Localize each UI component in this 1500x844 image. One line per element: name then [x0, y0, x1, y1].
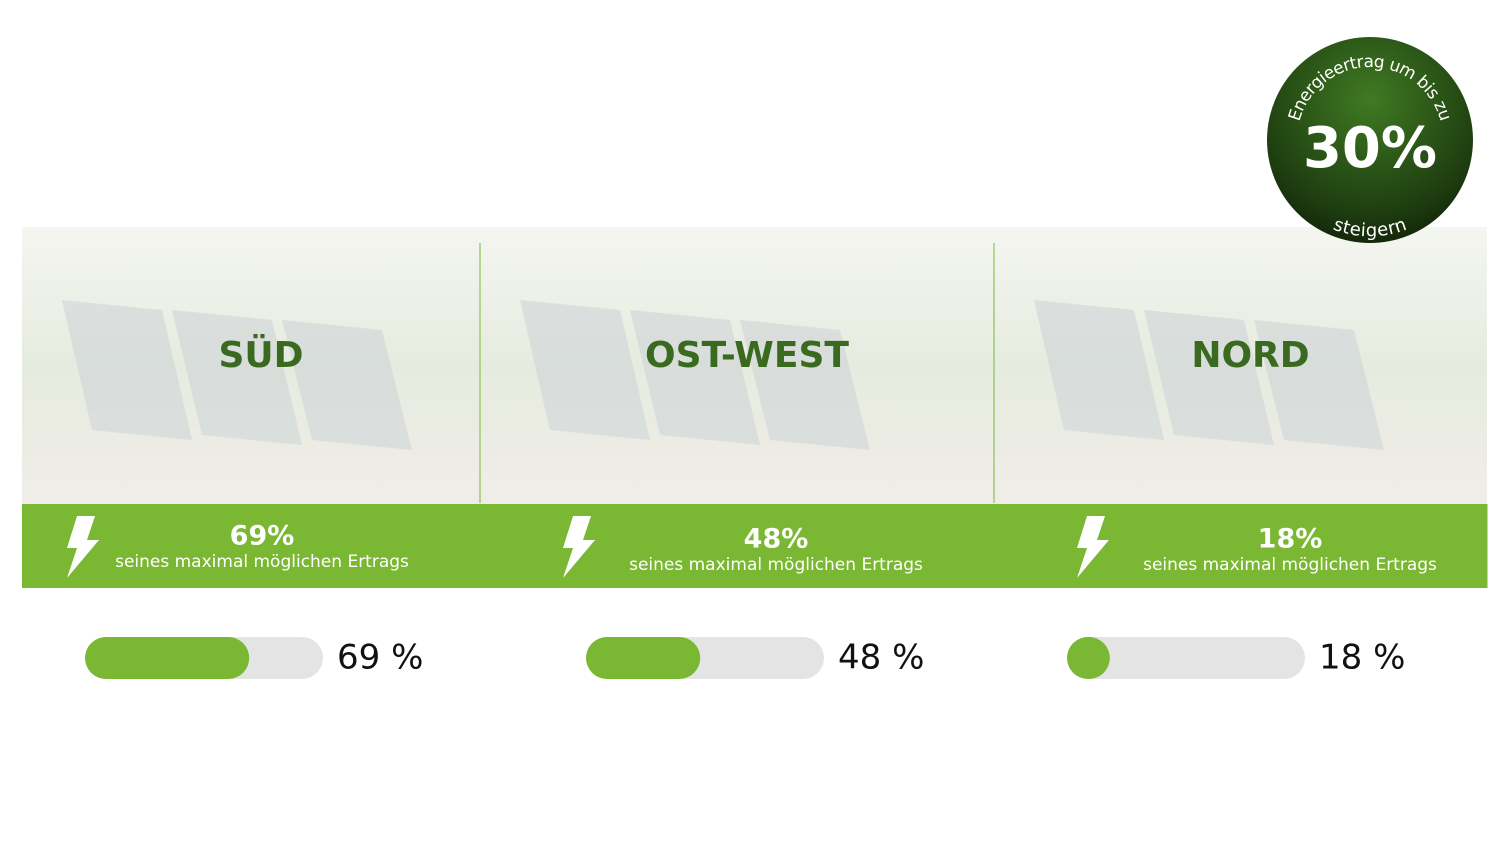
progress-label: 48 %: [838, 638, 924, 678]
panel-title: NORD: [1191, 335, 1309, 376]
solar-panel: [1034, 300, 1164, 440]
panel-title: OST-WEST: [645, 335, 849, 376]
band: [994, 504, 1488, 588]
solar-panel: [1144, 310, 1274, 445]
progress-fill: [85, 637, 250, 679]
badge: Energieertrag um bis zu 30% steigern: [1267, 37, 1473, 243]
solar-panel: [62, 300, 192, 440]
solar-panel: [1254, 320, 1384, 450]
bolt-icon: [67, 516, 99, 578]
band: [22, 504, 481, 588]
solar-panel: [740, 320, 870, 450]
caption: seines maximal möglichen Ertrags: [115, 552, 409, 572]
badge-value: 30%: [1303, 116, 1437, 181]
band: [480, 504, 995, 588]
progress-fill: [586, 637, 701, 679]
solar-panel: [172, 310, 302, 445]
progress-label: 18 %: [1319, 638, 1405, 678]
solar-panel: [630, 310, 760, 445]
solar-panel: [520, 300, 650, 440]
caption: seines maximal möglichen Ertrags: [629, 555, 923, 575]
caption: seines maximal möglichen Ertrags: [1143, 555, 1437, 575]
percent-label: 69%: [230, 521, 295, 552]
panel-title: SÜD: [218, 334, 303, 376]
progress-fill: [1067, 637, 1110, 679]
progress-label: 69 %: [337, 638, 423, 678]
bolt-icon: [563, 516, 595, 578]
percent-label: 18%: [1258, 524, 1323, 555]
solar-panel: [282, 320, 412, 450]
badge-circle: [1267, 37, 1473, 243]
progress-track: [1067, 637, 1305, 679]
percent-label: 48%: [744, 524, 809, 555]
bolt-icon: [1077, 516, 1109, 578]
